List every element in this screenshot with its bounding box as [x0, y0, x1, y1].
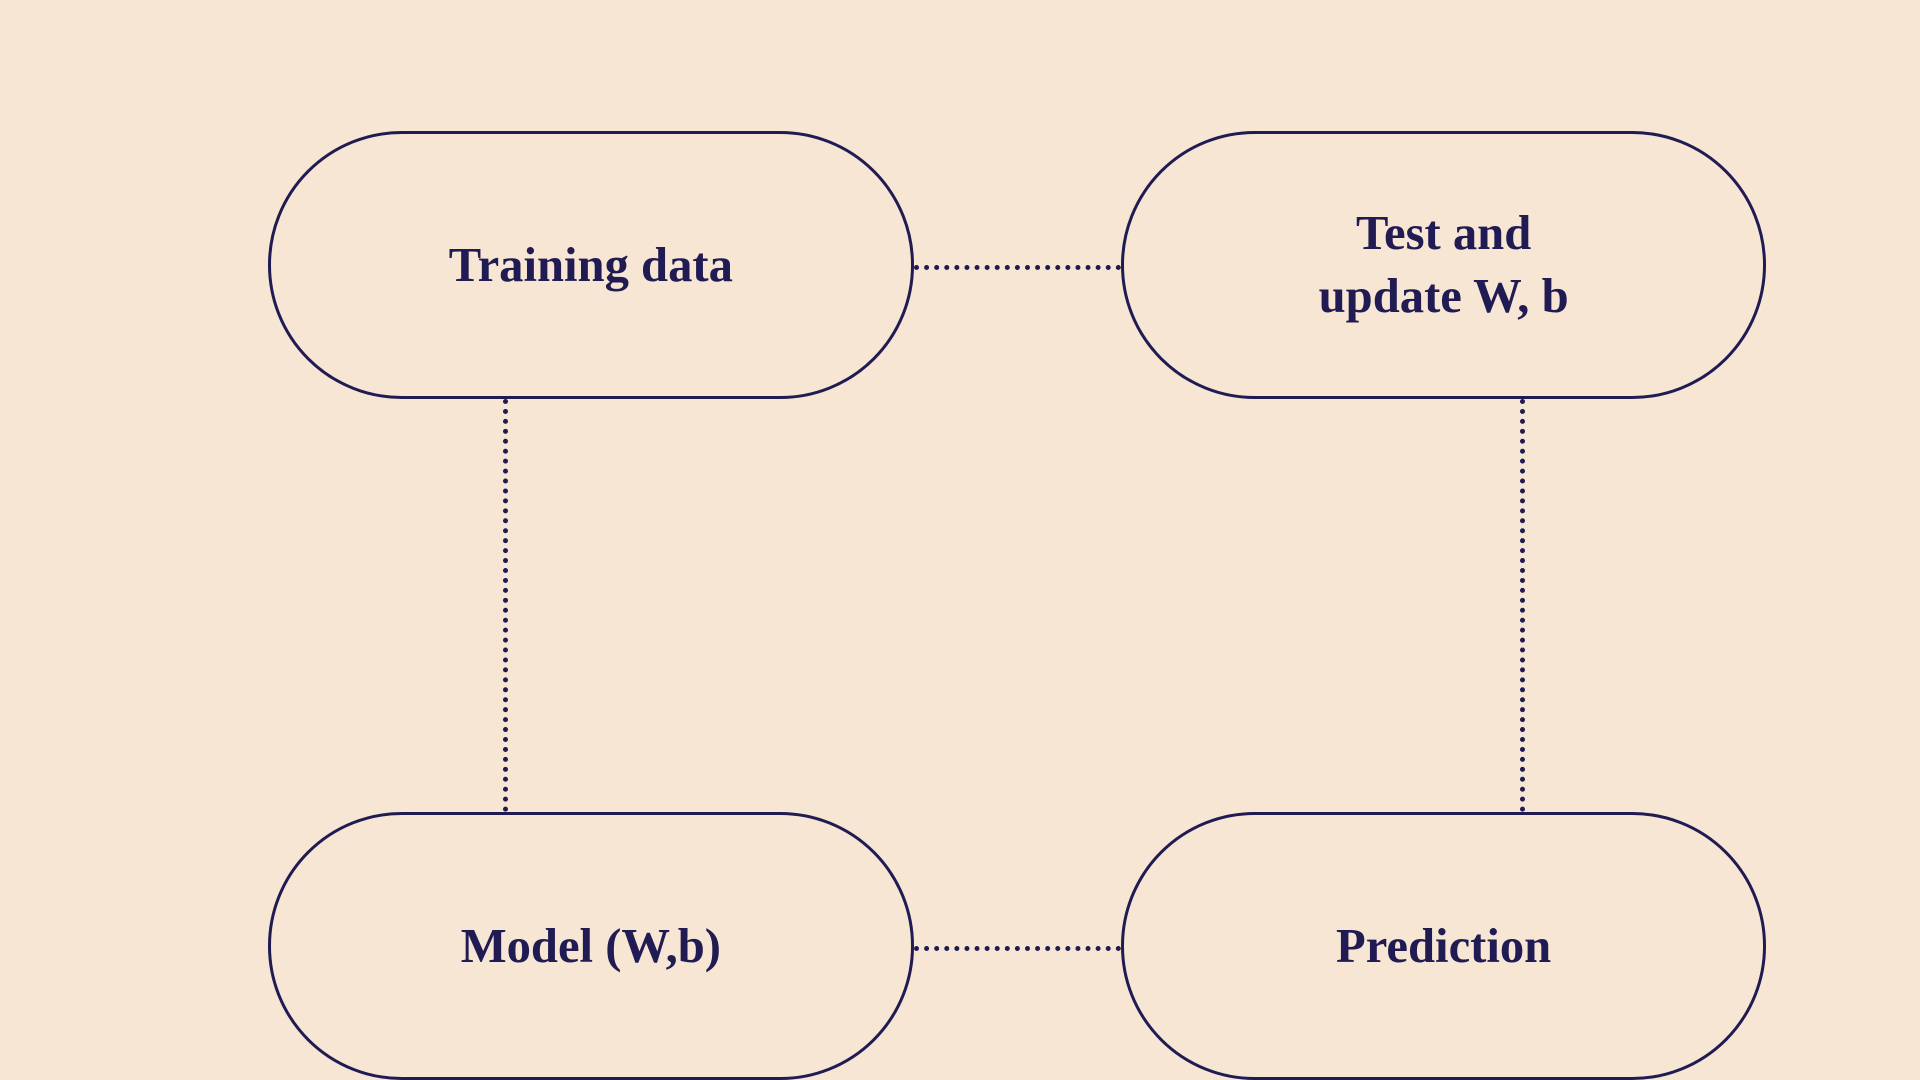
edge-training-data-test-update	[914, 265, 1121, 270]
node-label: Prediction	[1336, 915, 1551, 978]
diagram-canvas: Training data Test and update W, b Model (…	[0, 0, 1920, 1080]
edge-test-update-prediction	[1520, 399, 1525, 813]
node-training-data: Training data	[268, 131, 914, 399]
node-label: Model (W,b)	[461, 915, 721, 978]
node-label: Test and update W, b	[1319, 202, 1569, 329]
node-label: Training data	[449, 234, 733, 297]
node-test-update: Test and update W, b	[1121, 131, 1767, 399]
edge-training-data-model	[503, 399, 508, 813]
edge-model-prediction	[914, 946, 1121, 951]
node-model: Model (W,b)	[268, 812, 914, 1080]
node-prediction: Prediction	[1121, 812, 1767, 1080]
